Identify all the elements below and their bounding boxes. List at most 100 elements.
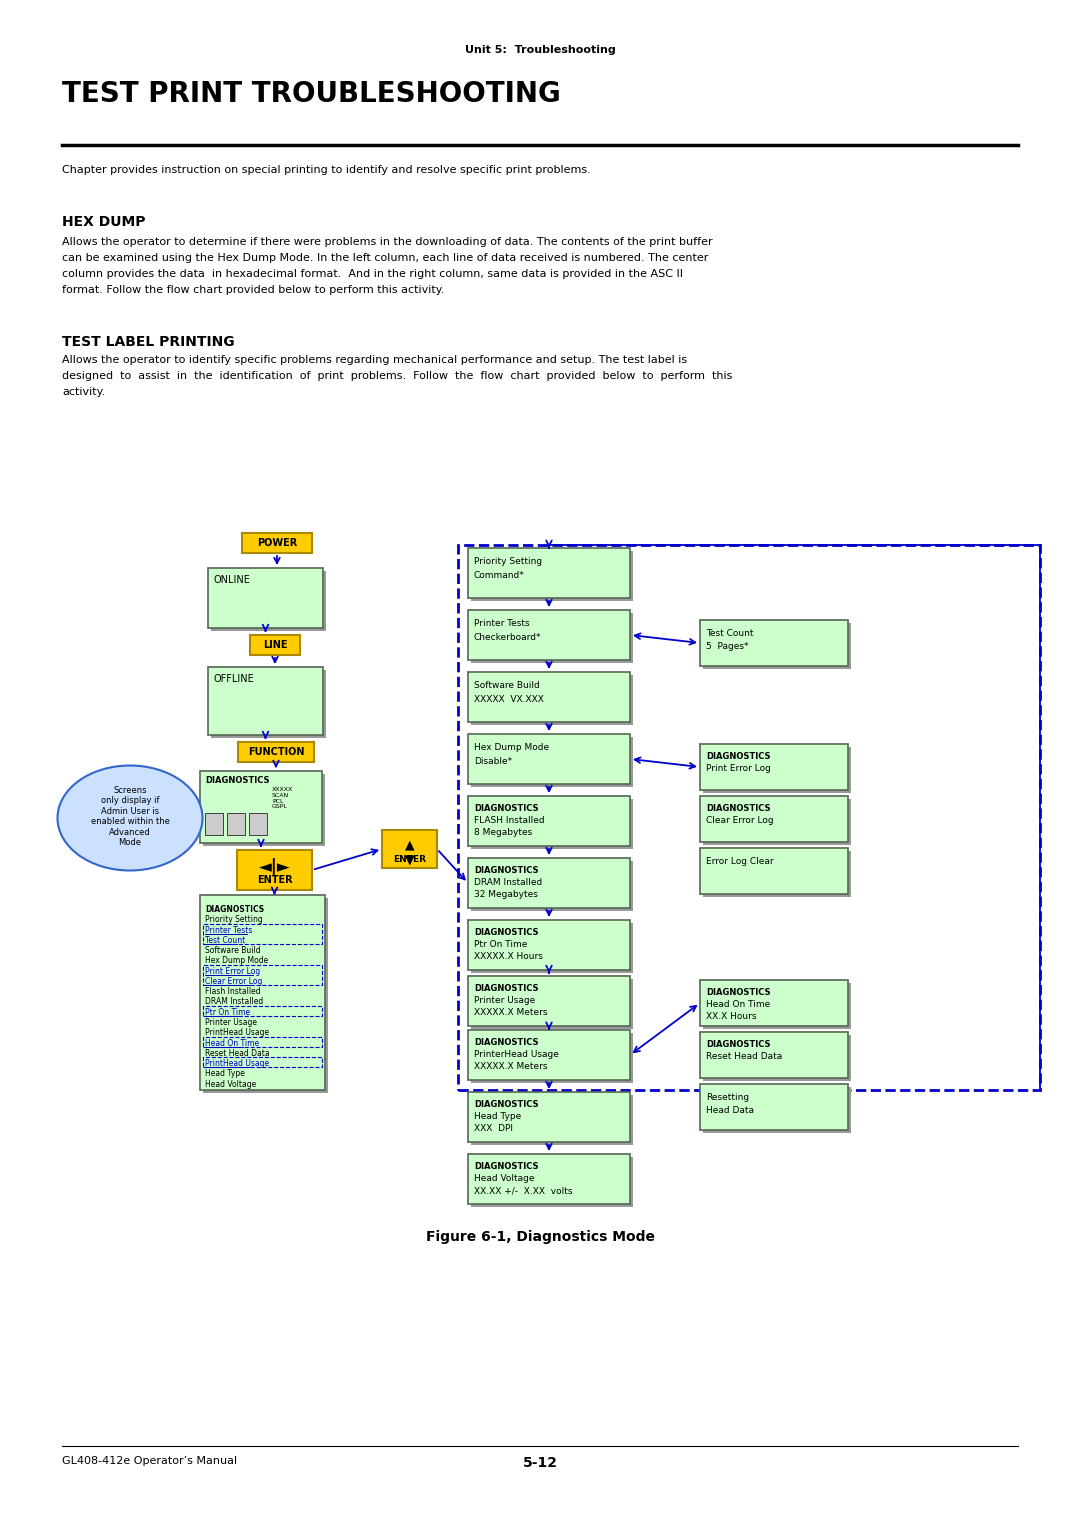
FancyBboxPatch shape (200, 895, 325, 1089)
FancyBboxPatch shape (468, 549, 630, 597)
Text: 5-12: 5-12 (523, 1456, 557, 1470)
Text: Reset Head Data: Reset Head Data (205, 1048, 270, 1057)
Text: Print Error Log: Print Error Log (706, 764, 771, 773)
Text: Printer Usage: Printer Usage (474, 996, 536, 1005)
Text: Allows the operator to identify specific problems regarding mechanical performan: Allows the operator to identify specific… (62, 354, 687, 365)
Text: DIAGNOSTICS: DIAGNOSTICS (474, 984, 539, 993)
Text: XXXXX.X Hours: XXXXX.X Hours (474, 952, 543, 961)
FancyBboxPatch shape (208, 568, 323, 628)
FancyBboxPatch shape (208, 668, 323, 735)
Text: XXXXX  VX.XXX: XXXXX VX.XXX (474, 695, 544, 704)
Text: Head On Time: Head On Time (205, 1039, 259, 1048)
FancyBboxPatch shape (238, 743, 314, 762)
Text: Head Type: Head Type (474, 1112, 522, 1122)
FancyBboxPatch shape (471, 613, 633, 663)
Text: Error Log Clear: Error Log Clear (706, 857, 773, 866)
Bar (227, 813, 245, 834)
Text: Ptr On Time: Ptr On Time (474, 940, 527, 949)
FancyBboxPatch shape (468, 1030, 630, 1080)
Text: Head Type: Head Type (205, 1070, 245, 1079)
FancyBboxPatch shape (211, 669, 326, 738)
Text: format. Follow the flow chart provided below to perform this activity.: format. Follow the flow chart provided b… (62, 286, 444, 295)
Text: DIAGNOSTICS: DIAGNOSTICS (205, 776, 270, 785)
Text: Print Error Log: Print Error Log (205, 967, 260, 976)
Bar (203, 1036, 322, 1047)
Ellipse shape (57, 766, 203, 871)
FancyBboxPatch shape (700, 620, 848, 666)
Text: ENTER: ENTER (393, 856, 426, 863)
FancyBboxPatch shape (471, 552, 633, 601)
Text: PrintHead Usage: PrintHead Usage (205, 1059, 269, 1068)
Text: XX.XX +/-  X.XX  volts: XX.XX +/- X.XX volts (474, 1186, 572, 1195)
Text: Test Count: Test Count (706, 630, 754, 639)
Text: Ptr On Time: Ptr On Time (205, 1008, 251, 1016)
Text: Test Count: Test Count (205, 935, 245, 944)
Text: DIAGNOSTICS: DIAGNOSTICS (474, 1100, 539, 1109)
FancyBboxPatch shape (700, 1083, 848, 1131)
Text: GL408-412e Operator’s Manual: GL408-412e Operator’s Manual (62, 1456, 238, 1465)
Text: Printer Usage: Printer Usage (205, 1018, 257, 1027)
Text: XXXXX.X Meters: XXXXX.X Meters (474, 1062, 548, 1071)
FancyBboxPatch shape (468, 610, 630, 660)
FancyBboxPatch shape (468, 733, 630, 784)
Bar (203, 964, 322, 986)
FancyBboxPatch shape (468, 672, 630, 723)
Text: Clear Error Log: Clear Error Log (205, 976, 262, 986)
Text: OFFLINE: OFFLINE (213, 674, 254, 685)
Text: activity.: activity. (62, 387, 105, 397)
FancyBboxPatch shape (468, 976, 630, 1025)
Text: TEST PRINT TROUBLESHOOTING: TEST PRINT TROUBLESHOOTING (62, 79, 561, 108)
Text: DIAGNOSTICS: DIAGNOSTICS (706, 752, 770, 761)
Text: Unit 5:  Troubleshooting: Unit 5: Troubleshooting (464, 44, 616, 55)
FancyBboxPatch shape (471, 979, 633, 1028)
FancyBboxPatch shape (382, 830, 437, 868)
Text: PrinterHead Usage: PrinterHead Usage (474, 1050, 558, 1059)
FancyBboxPatch shape (242, 533, 312, 553)
FancyBboxPatch shape (471, 799, 633, 850)
FancyBboxPatch shape (471, 1033, 633, 1083)
Text: Software Build: Software Build (474, 681, 540, 691)
Text: Reset Head Data: Reset Head Data (706, 1051, 782, 1060)
FancyBboxPatch shape (249, 636, 300, 656)
FancyBboxPatch shape (200, 772, 322, 843)
Text: DRAM Installed: DRAM Installed (474, 879, 542, 886)
Text: ONLINE: ONLINE (213, 575, 249, 585)
Text: Chapter provides instruction on special printing to identify and resolve specifi: Chapter provides instruction on special … (62, 165, 591, 176)
Text: designed  to  assist  in  the  identification  of  print  problems.  Follow  the: designed to assist in the identification… (62, 371, 732, 380)
FancyBboxPatch shape (703, 747, 851, 793)
Text: HEX DUMP: HEX DUMP (62, 215, 146, 229)
Text: XX.X Hours: XX.X Hours (706, 1012, 756, 1021)
Text: FLASH Installed: FLASH Installed (474, 816, 544, 825)
Text: XXXXX
SCAN
PCL
GSPL: XXXXX SCAN PCL GSPL (272, 787, 294, 810)
Text: Hex Dump Mode: Hex Dump Mode (205, 957, 268, 966)
FancyBboxPatch shape (471, 1096, 633, 1144)
Text: Head Voltage: Head Voltage (474, 1174, 535, 1183)
Text: ▲
▼: ▲ ▼ (405, 837, 415, 866)
FancyBboxPatch shape (211, 571, 326, 631)
Text: XXXXX.X Meters: XXXXX.X Meters (474, 1008, 548, 1018)
Text: 5  Pages*: 5 Pages* (706, 642, 748, 651)
Text: DIAGNOSTICS: DIAGNOSTICS (706, 989, 770, 996)
Text: Figure 6-1, Diagnostics Mode: Figure 6-1, Diagnostics Mode (426, 1230, 654, 1244)
FancyBboxPatch shape (703, 851, 851, 897)
Text: Head Data: Head Data (706, 1106, 754, 1115)
FancyBboxPatch shape (203, 898, 328, 1093)
Text: Printer Tests: Printer Tests (474, 619, 529, 628)
Bar (203, 923, 322, 944)
Text: ENTER: ENTER (257, 876, 293, 885)
FancyBboxPatch shape (468, 1093, 630, 1141)
FancyBboxPatch shape (700, 744, 848, 790)
FancyBboxPatch shape (703, 799, 851, 845)
FancyBboxPatch shape (471, 923, 633, 973)
FancyBboxPatch shape (471, 860, 633, 911)
FancyBboxPatch shape (468, 1154, 630, 1204)
FancyBboxPatch shape (703, 623, 851, 669)
Text: Resetting: Resetting (706, 1093, 750, 1102)
Text: Printer Tests: Printer Tests (205, 926, 253, 935)
Text: TEST LABEL PRINTING: TEST LABEL PRINTING (62, 335, 234, 348)
Text: FUNCTION: FUNCTION (247, 747, 305, 756)
FancyBboxPatch shape (700, 796, 848, 842)
FancyBboxPatch shape (700, 979, 848, 1025)
FancyBboxPatch shape (703, 1034, 851, 1080)
Text: Allows the operator to determine if there were problems in the downloading of da: Allows the operator to determine if ther… (62, 237, 713, 248)
